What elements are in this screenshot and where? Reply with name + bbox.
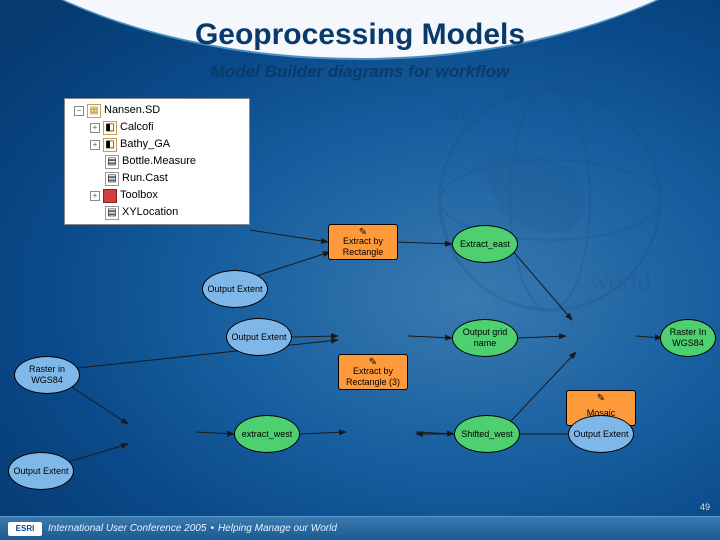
node-label: Extract_east xyxy=(460,239,510,250)
node-label: Extract by Rectangle (3) xyxy=(339,366,407,388)
node-label: Output Extent xyxy=(207,284,262,295)
tree-item-label: Bottle.Measure xyxy=(122,153,196,170)
expand-icon[interactable]: + xyxy=(90,191,100,201)
node-label: extract_west xyxy=(242,429,293,440)
node-label: Extract by Rectangle xyxy=(329,236,397,258)
tree-item-label: Bathy_GA xyxy=(120,136,170,153)
flow-edge xyxy=(636,336,662,338)
flow-edge xyxy=(300,432,346,434)
flow-edge xyxy=(518,336,566,338)
tree-root-label: Nansen.SD xyxy=(104,102,160,119)
flow-node-out_grid[interactable]: Output grid name xyxy=(452,319,518,357)
footer-text: International User Conference 2005 xyxy=(48,523,206,534)
flow-edge xyxy=(78,340,338,368)
flow-edge xyxy=(68,444,128,462)
tree-item[interactable]: ▤ XYLocation xyxy=(68,204,246,221)
expand-icon[interactable]: + xyxy=(90,123,100,133)
tree-item-label: Toolbox xyxy=(120,187,158,204)
tree-item-label: Run.Cast xyxy=(122,170,168,187)
table-icon: ▤ xyxy=(105,172,119,186)
flow-edge xyxy=(70,386,128,424)
table-icon: ▤ xyxy=(105,206,119,220)
flow-edge xyxy=(196,432,234,434)
flow-node-out_extent4[interactable]: Output Extent xyxy=(568,415,634,453)
layer-icon: ◧ xyxy=(103,138,117,152)
tree-item[interactable]: ▤ Run.Cast xyxy=(68,170,246,187)
page-title: Geoprocessing Models xyxy=(0,18,720,52)
node-label: Raster In WGS84 xyxy=(661,327,715,349)
flow-node-raster_out[interactable]: Raster In WGS84 xyxy=(660,319,716,357)
flow-node-out_extent3[interactable]: Output Extent xyxy=(8,452,74,490)
tree-root[interactable]: − ▦ Nansen.SD xyxy=(68,102,246,119)
node-label: Output Extent xyxy=(231,332,286,343)
expand-icon[interactable]: + xyxy=(90,140,100,150)
mxd-icon: ▦ xyxy=(87,104,101,118)
flow-edge xyxy=(416,432,454,434)
footer-tagline: Helping Manage our World xyxy=(218,523,337,534)
node-label: Shifted_west xyxy=(461,429,513,440)
slide: Geoprocessing Models Model Builder diagr… xyxy=(0,0,720,540)
flow-node-raster_in[interactable]: Raster in WGS84 xyxy=(14,356,80,394)
node-label: Output Extent xyxy=(573,429,628,440)
esri-logo: ESRI xyxy=(8,522,42,536)
tree-item[interactable]: ▤ Bottle.Measure xyxy=(68,153,246,170)
tree-item-label: XYLocation xyxy=(122,204,178,221)
tree-item[interactable]: + ◧ Bathy_GA xyxy=(68,136,246,153)
tool-icon: ✎ xyxy=(597,393,605,404)
collapse-icon[interactable]: − xyxy=(74,106,84,116)
node-label: Output grid name xyxy=(453,327,517,349)
footer-separator: • xyxy=(210,523,214,534)
layer-tree: − ▦ Nansen.SD + ◧ Calcofi + ◧ Bathy_GA ▤… xyxy=(64,98,250,225)
tree-item[interactable]: + ◧ Calcofi xyxy=(68,119,246,136)
page-number: 49 xyxy=(700,502,710,512)
flow-node-out_extent2[interactable]: Output Extent xyxy=(226,318,292,356)
flow-edge xyxy=(292,336,338,337)
flow-node-extract_west[interactable]: extract_west xyxy=(234,415,300,453)
flow-node-extract1[interactable]: ✎Extract by Rectangle xyxy=(328,224,398,260)
flow-edge xyxy=(408,336,452,338)
tool-icon: ✎ xyxy=(359,227,367,238)
flow-node-extract3[interactable]: ✎Extract by Rectangle (3) xyxy=(338,354,408,390)
flow-node-shifted_west[interactable]: Shifted_west xyxy=(454,415,520,453)
node-label: Output Extent xyxy=(13,466,68,477)
tool-icon: ✎ xyxy=(369,357,377,368)
node-label: Raster in WGS84 xyxy=(15,364,79,386)
flow-node-out_extent1[interactable]: Output Extent xyxy=(202,270,268,308)
page-subtitle: Model Builder diagrams for workflow xyxy=(0,62,720,82)
toolbox-icon xyxy=(103,189,117,203)
tree-item[interactable]: + Toolbox xyxy=(68,187,246,204)
table-icon: ▤ xyxy=(105,155,119,169)
tree-item-label: Calcofi xyxy=(120,119,154,136)
layer-icon: ◧ xyxy=(103,121,117,135)
footer-bar: ESRI International User Conference 2005 … xyxy=(0,516,720,540)
flow-node-extract_east[interactable]: Extract_east xyxy=(452,225,518,263)
